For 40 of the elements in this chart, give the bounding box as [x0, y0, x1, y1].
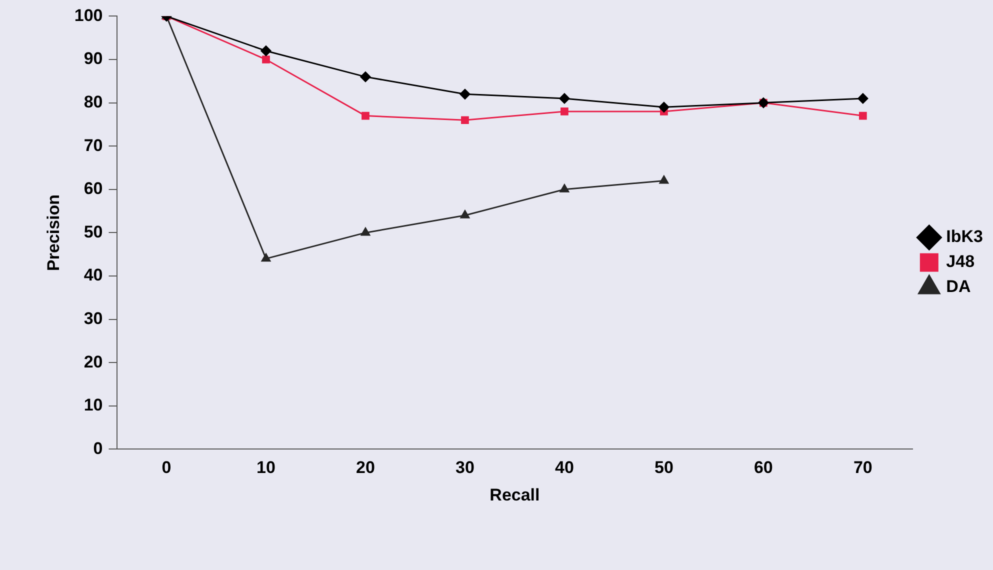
- y-tick-label: 80: [84, 92, 103, 112]
- y-tick-label: 40: [84, 266, 103, 285]
- point: [858, 93, 868, 104]
- y-tick-label: 70: [84, 136, 103, 155]
- legend-label: J48: [946, 252, 975, 272]
- x-tick-label: 10: [256, 458, 276, 478]
- y-tick-label: 30: [84, 308, 103, 328]
- point: [260, 46, 272, 56]
- y-tick-label: 60: [84, 179, 103, 198]
- y-tick-label: 50: [84, 222, 103, 242]
- x-tick-label: 70: [853, 458, 872, 478]
- x-tick-label: 60: [754, 458, 773, 478]
- point: [559, 93, 570, 104]
- point: [460, 88, 470, 100]
- x-tick-label: 50: [654, 458, 674, 478]
- legend-label: DA: [946, 277, 971, 296]
- point: [360, 72, 371, 82]
- y-axis-title: Precision: [44, 194, 63, 271]
- y-tick-label: 20: [84, 352, 103, 372]
- x-tick-label: 40: [554, 458, 574, 478]
- y-tick-label: 100: [74, 6, 103, 25]
- point: [261, 253, 271, 262]
- x-tick-label: 20: [356, 458, 375, 478]
- x-tick-label: 0: [162, 458, 172, 478]
- point: [658, 102, 670, 112]
- point: [560, 184, 570, 192]
- point: [560, 108, 568, 116]
- point: [659, 175, 669, 184]
- point: [360, 227, 370, 236]
- point: [858, 112, 867, 120]
- x-axis-title: Recall: [490, 485, 540, 504]
- point: [362, 112, 370, 120]
- point: [460, 210, 470, 218]
- legend-label: IbK3: [946, 227, 984, 246]
- y-tick-label: 90: [84, 49, 103, 68]
- point: [461, 116, 469, 124]
- x-tick-label: 30: [456, 458, 474, 478]
- y-tick-label: 10: [84, 396, 103, 415]
- y-tick-label: 0: [93, 438, 103, 458]
- point: [262, 56, 270, 64]
